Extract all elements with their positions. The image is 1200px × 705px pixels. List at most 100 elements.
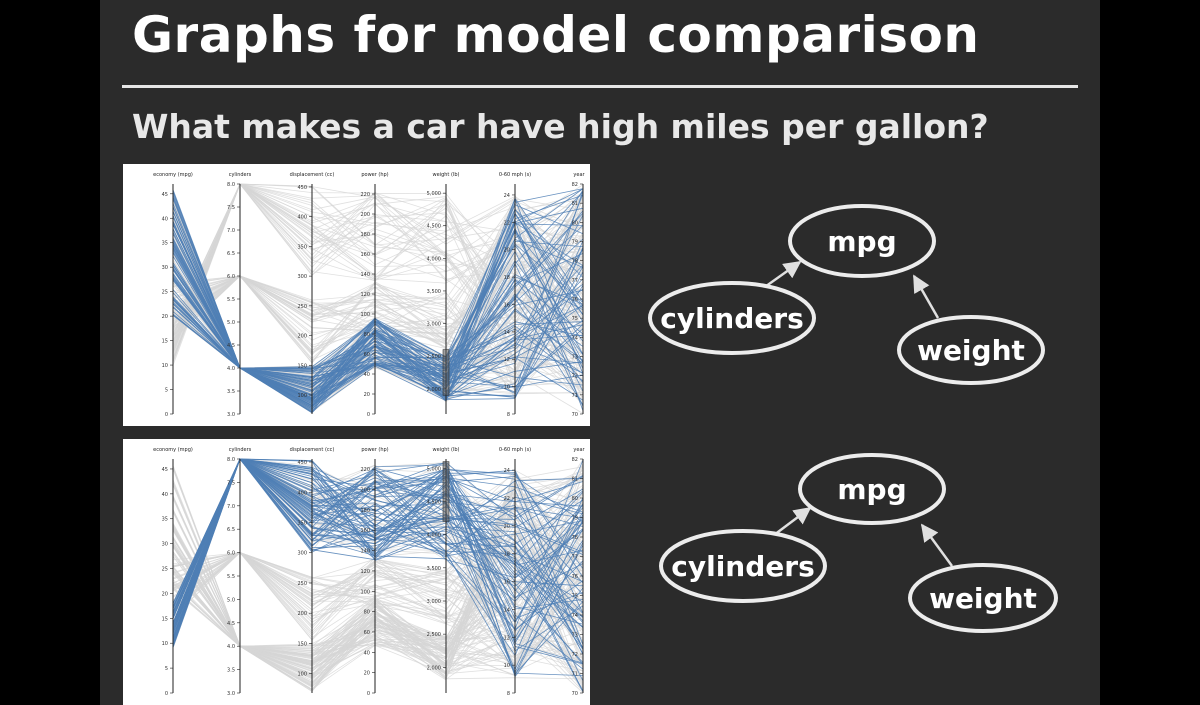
tick-label: 40	[162, 492, 168, 498]
axis-2: displacement (cc) 100 150 200 250 300 350 400 45…	[290, 447, 334, 693]
tick-label: 6.5	[227, 527, 235, 533]
axis-label: cylinders	[229, 447, 252, 453]
tick-label: 20	[162, 591, 168, 597]
slide-subtitle: What makes a car have high miles per gal…	[132, 107, 989, 146]
tick-label: 73	[572, 355, 578, 361]
tick-label: 400	[297, 215, 307, 221]
tick-label: 15	[162, 339, 168, 345]
parallel-coordinates-svg-bottom: economy (mpg) 0 5 10 15 20 25 30 35 40 45 cylinders…	[153, 447, 586, 697]
axis-3: power (hp) 0 20 40 60 80 100 120 140 160 180 200 220	[360, 172, 388, 418]
tick-label: 79	[572, 516, 578, 522]
node-label-weight: weight	[929, 582, 1037, 615]
tick-label: 81	[572, 477, 578, 483]
tick-label: 350	[297, 520, 307, 526]
tick-label: 80	[364, 332, 370, 338]
axis-label: weight (lb)	[433, 172, 460, 178]
tick-label: 7.5	[227, 205, 235, 211]
brush-selection	[442, 461, 450, 522]
tick-label: 25	[162, 567, 168, 573]
tick-label: 200	[297, 334, 307, 340]
tick-label: 3.0	[227, 691, 235, 697]
tick-label: 80	[572, 220, 578, 226]
tick-label: 0	[367, 691, 370, 697]
tick-label: 250	[297, 581, 307, 587]
tick-label: 22	[504, 496, 510, 502]
tick-label: 14	[504, 607, 510, 613]
tick-label: 5.0	[227, 320, 235, 326]
axis-label: year	[573, 447, 585, 453]
tick-label: 5.5	[227, 297, 235, 303]
causal-diagram-2: mpg cylinders weight	[659, 453, 1058, 633]
tick-label: 3.5	[227, 668, 235, 674]
tick-label: 70	[572, 412, 578, 418]
axis-6: year 70 71 72 73 74 75 76 77 78 79 80 81 82	[572, 447, 586, 697]
axis-5: 0-60 mph (s) 8 10 12 14 16 18 20 22 24	[499, 447, 531, 697]
node-label-mpg: mpg	[837, 473, 906, 506]
tick-label: 200	[360, 212, 370, 218]
tick-label: 74	[572, 613, 578, 619]
axis-label: displacement (cc)	[290, 172, 335, 178]
tick-label: 5,000	[427, 466, 441, 472]
node-mpg	[798, 453, 946, 525]
tick-label: 76	[572, 574, 578, 580]
tick-label: 24	[504, 468, 510, 474]
axis-6: year 70 71 72 73 74 75 76 77 78 79 80 81 82	[572, 172, 586, 418]
tick-label: 79	[572, 240, 578, 246]
axis-5: 0-60 mph (s) 8 10 12 14 16 18 20 22 24	[499, 172, 531, 418]
edge-weight-to-mpg	[920, 523, 954, 567]
axis-2: displacement (cc) 100 150 200 250 300 350 400 45…	[290, 172, 335, 414]
tick-label: 81	[572, 201, 578, 207]
tick-label: 6.5	[227, 251, 235, 257]
tick-label: 100	[297, 672, 307, 678]
tick-label: 60	[364, 352, 370, 358]
tick-label: 82	[572, 182, 578, 188]
tick-label: 7.5	[227, 480, 235, 486]
tick-label: 180	[360, 508, 370, 514]
tick-label: 35	[162, 517, 168, 523]
tick-label: 74	[572, 335, 578, 341]
axis-label: 0-60 mph (s)	[499, 172, 531, 178]
tick-label: 40	[364, 372, 370, 378]
node-label-cylinders: cylinders	[660, 302, 804, 335]
tick-label: 45	[162, 192, 168, 198]
tick-label: 75	[572, 594, 578, 600]
tick-label: 14	[504, 330, 510, 336]
tick-label: 12	[504, 635, 510, 641]
tick-label: 20	[364, 392, 370, 398]
node-label-mpg: mpg	[827, 225, 896, 258]
slide: Graphs for model comparison What makes a…	[100, 0, 1100, 705]
tick-label: 160	[360, 252, 370, 258]
tick-label: 82	[572, 457, 578, 463]
causal-diagram-1: mpg cylinders weight	[648, 204, 1045, 385]
tick-label: 78	[572, 535, 578, 541]
tick-label: 150	[297, 363, 307, 369]
tick-label: 300	[297, 551, 307, 557]
tick-label: 8.0	[227, 182, 235, 188]
tick-label: 70	[572, 691, 578, 697]
tick-label: 450	[297, 185, 307, 191]
node-label-cylinders: cylinders	[671, 550, 815, 583]
tick-label: 0	[165, 691, 168, 697]
tick-label: 80	[364, 610, 370, 616]
axis-label: cylinders	[229, 172, 252, 178]
node-cylinders	[648, 281, 816, 355]
tick-label: 2,500	[427, 632, 441, 638]
tick-label: 4,500	[427, 224, 441, 230]
axis-1: cylinders 3.0 3.5 4.0 4.5 5.0 5.5 6.0 6.5 7.0 7.5 8…	[227, 447, 252, 697]
tick-label: 3,000	[427, 599, 441, 605]
tick-label: 220	[360, 192, 370, 198]
tick-label: 3,500	[427, 289, 441, 295]
axis-label: power (hp)	[361, 447, 388, 453]
tick-label: 6.0	[227, 274, 235, 280]
tick-label: 72	[572, 374, 578, 380]
tick-label: 160	[360, 528, 370, 534]
tick-label: 7.0	[227, 228, 235, 234]
tick-label: 16	[504, 302, 510, 308]
tick-label: 71	[572, 672, 578, 678]
axis-label: 0-60 mph (s)	[499, 447, 531, 453]
axis-label: weight (lb)	[433, 447, 460, 453]
tick-label: 4,500	[427, 499, 441, 505]
tick-label: 4,000	[427, 256, 441, 262]
causal-diagrams: mpg cylinders weight mpg cylinders weight	[648, 204, 1058, 633]
tick-label: 8.0	[227, 457, 235, 463]
